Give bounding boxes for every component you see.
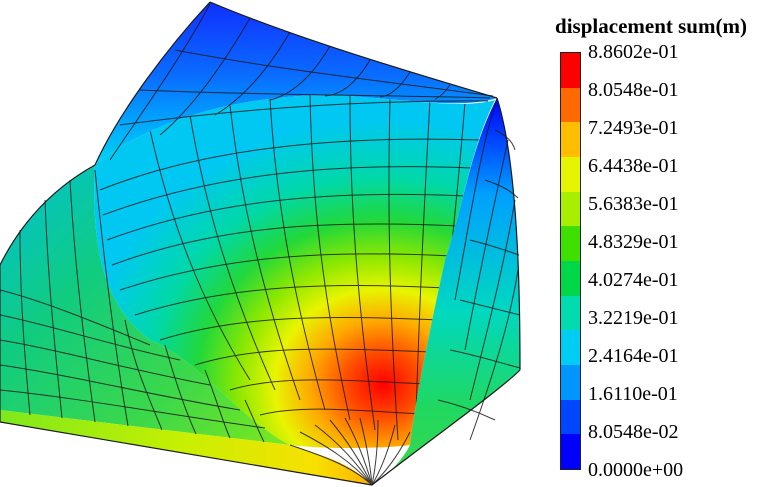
legend-label: 3.2219e-01 xyxy=(588,307,679,329)
legend-swatch xyxy=(561,434,580,470)
legend-label: 8.0548e-02 xyxy=(588,421,679,443)
legend-label: 4.0274e-01 xyxy=(588,269,679,291)
legend-swatch xyxy=(561,330,580,366)
top-face xyxy=(95,2,497,165)
front-face xyxy=(0,410,372,485)
legend-label: 8.0548e-01 xyxy=(588,79,679,101)
left-face xyxy=(0,165,290,445)
legend-color-bar xyxy=(560,52,581,470)
legend-label: 1.6110e-01 xyxy=(588,383,678,405)
legend-swatch xyxy=(561,191,580,227)
legend-label: 6.4438e-01 xyxy=(588,155,679,177)
legend-swatch xyxy=(561,399,580,435)
legend-swatch xyxy=(561,295,580,331)
legend-label: 4.8329e-01 xyxy=(588,231,679,253)
legend-swatch xyxy=(561,365,580,400)
bowl-surface xyxy=(94,95,495,449)
legend-label: 2.4164e-01 xyxy=(588,345,679,367)
legend-label: 5.6383e-01 xyxy=(588,193,679,215)
legend-label: 0.0000e+00 xyxy=(588,459,684,481)
legend-swatch xyxy=(561,122,580,158)
legend-swatch xyxy=(561,87,580,123)
right-face xyxy=(372,98,520,485)
legend-swatch xyxy=(561,226,580,262)
legend-swatch xyxy=(561,53,580,88)
legend-swatch xyxy=(561,157,580,192)
legend-label: 8.8602e-01 xyxy=(588,41,679,63)
legend-swatch xyxy=(561,261,580,296)
legend-title: displacement sum(m) xyxy=(555,14,747,38)
legend-label: 7.2493e-01 xyxy=(588,117,679,139)
